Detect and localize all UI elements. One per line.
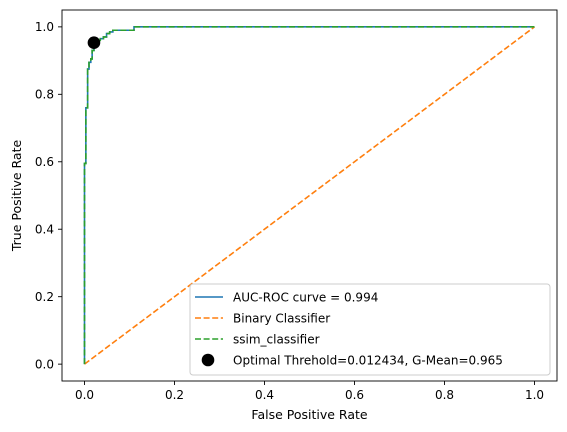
x-tick-label: 0.2	[165, 388, 184, 402]
x-tick-label: 0.0	[75, 388, 94, 402]
legend-swatch-point	[201, 353, 215, 367]
y-tick-label: 0.4	[35, 223, 54, 237]
plot-frame	[61, 9, 558, 382]
y-tick-label: 0.0	[35, 357, 54, 371]
legend-label: AUC-ROC curve = 0.994	[233, 290, 378, 304]
optimal-threshold-point	[87, 36, 101, 50]
points-layer	[87, 36, 101, 50]
y-tick-label: 0.6	[35, 155, 54, 169]
legend-label: Binary Classifier	[233, 311, 330, 325]
x-tick-label: 0.4	[255, 388, 274, 402]
x-axis-label: False Positive Rate	[251, 407, 367, 422]
y-tick-label: 0.8	[35, 88, 54, 102]
legend: AUC-ROC curve = 0.994 Binary Classifier ss…	[189, 283, 551, 376]
y-axis-ticks: 0.0 0.2 0.4 0.6 0.8 1.0	[35, 20, 62, 371]
legend-label: Optimal Threhold=0.012434, G-Mean=0.965	[233, 353, 503, 367]
series-line-2	[84, 26, 535, 365]
y-tick-label: 1.0	[35, 20, 54, 34]
x-axis-ticks: 0.0 0.2 0.4 0.6 0.8 1.0	[75, 381, 544, 402]
legend-box	[189, 283, 551, 376]
y-axis-label: True Positive Rate	[9, 140, 24, 253]
x-tick-label: 0.8	[435, 388, 454, 402]
legend-label: ssim_classifier	[233, 332, 320, 346]
series-line-3	[83, 26, 535, 365]
x-tick-label: 1.0	[525, 388, 544, 402]
x-tick-label: 0.6	[345, 388, 364, 402]
y-tick-label: 0.2	[35, 290, 54, 304]
